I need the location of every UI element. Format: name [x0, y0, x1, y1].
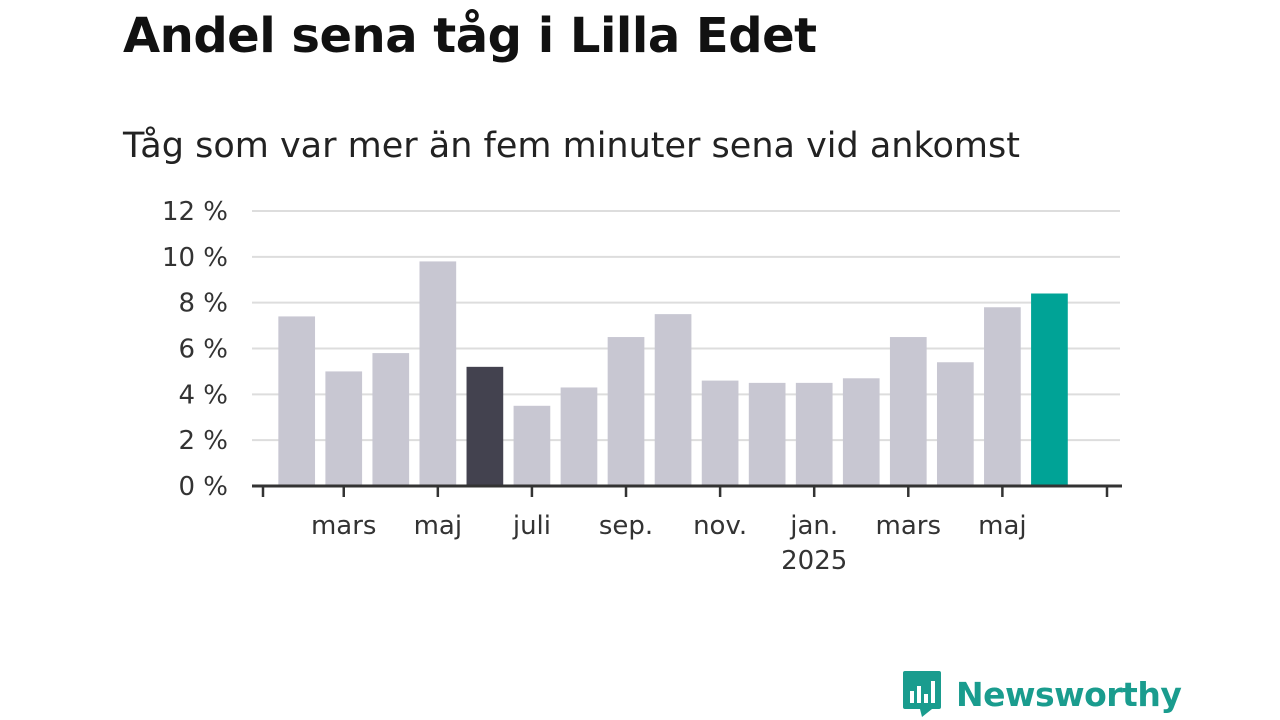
- y-tick-label: 0 %: [178, 472, 228, 502]
- bar: [984, 307, 1021, 486]
- y-tick-label: 8 %: [178, 289, 228, 319]
- bar: [278, 316, 316, 486]
- bar: [842, 378, 880, 486]
- bar-chart-bubble-icon: [903, 671, 941, 717]
- x-tick-label: sep.: [599, 511, 653, 541]
- bar: [701, 380, 739, 486]
- x-tick-label: mars: [311, 511, 377, 541]
- x-axis-ticks: mars maj juli sep. nov. jan. 2025 mars maj: [311, 511, 1027, 576]
- bar: [560, 387, 598, 486]
- y-tick-label: 10 %: [162, 243, 228, 273]
- bar: [654, 314, 692, 486]
- y-tick-label: 12 %: [162, 197, 228, 227]
- bar-chart: 0 % 2 % 4 % 6 % 8 % 10 % 12 % mars maj juli sep. n…: [162, 197, 1122, 576]
- bar: [372, 353, 410, 486]
- bar: [1031, 293, 1068, 486]
- bar: [466, 366, 504, 486]
- bar: [419, 261, 457, 486]
- x-tick-year-label: 2025: [781, 546, 847, 576]
- bar: [795, 382, 833, 486]
- newsworthy-brand: Newsworthy: [902, 668, 1182, 720]
- bar: [936, 362, 974, 486]
- bar: [325, 371, 363, 486]
- y-tick-label: 6 %: [178, 335, 228, 365]
- y-axis-ticks: 0 % 2 % 4 % 6 % 8 % 10 % 12 %: [162, 197, 228, 502]
- x-axis: [252, 484, 1122, 497]
- chart-subtitle: Tåg som var mer än fem minuter sena vid …: [123, 126, 1020, 166]
- bar: [889, 337, 927, 486]
- bar: [513, 405, 551, 486]
- x-tick-label: juli: [512, 511, 551, 541]
- x-tick-label: maj: [414, 511, 462, 541]
- bar: [748, 382, 786, 486]
- y-tick-label: 2 %: [178, 426, 228, 456]
- x-tick-label: nov.: [693, 511, 747, 541]
- y-tick-label: 4 %: [178, 380, 228, 410]
- x-tick-label: mars: [876, 511, 942, 541]
- bar: [607, 337, 645, 486]
- x-tick-label: jan.: [789, 511, 838, 541]
- x-tick-label: maj: [978, 511, 1026, 541]
- chart-title: Andel sena tåg i Lilla Edet: [123, 8, 817, 64]
- brand-name: Newsworthy: [956, 674, 1182, 714]
- bars: [278, 261, 1068, 486]
